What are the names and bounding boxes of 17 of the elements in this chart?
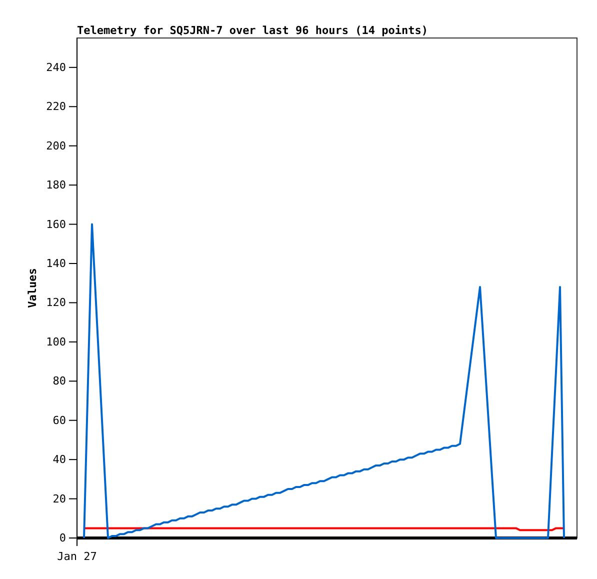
- y-tick-label: 200: [46, 139, 66, 152]
- text: Jan 27: [57, 550, 97, 563]
- y-tick-label: 40: [52, 453, 66, 466]
- y-axis-title: Values: [26, 268, 39, 308]
- line-series: [83, 223, 565, 539]
- y-tick-label: 100: [46, 335, 66, 348]
- y-tick-label: 20: [52, 492, 66, 506]
- chart-title: Telemetry for SQ5JRN-7 over last 96 hours (14 points): [77, 24, 428, 37]
- y-tick-label: 140: [46, 257, 66, 270]
- y-tick-label: 60: [52, 414, 66, 427]
- y-tick-label: 120: [46, 296, 66, 310]
- y-tick-label: 180: [46, 178, 66, 192]
- y-tick-label: 80: [52, 374, 66, 388]
- y-tick-label: 0: [59, 532, 66, 545]
- y-tick-label: 220: [46, 100, 66, 114]
- y-tick-label: 240: [46, 60, 66, 74]
- y-tick-label: 160: [46, 218, 66, 231]
